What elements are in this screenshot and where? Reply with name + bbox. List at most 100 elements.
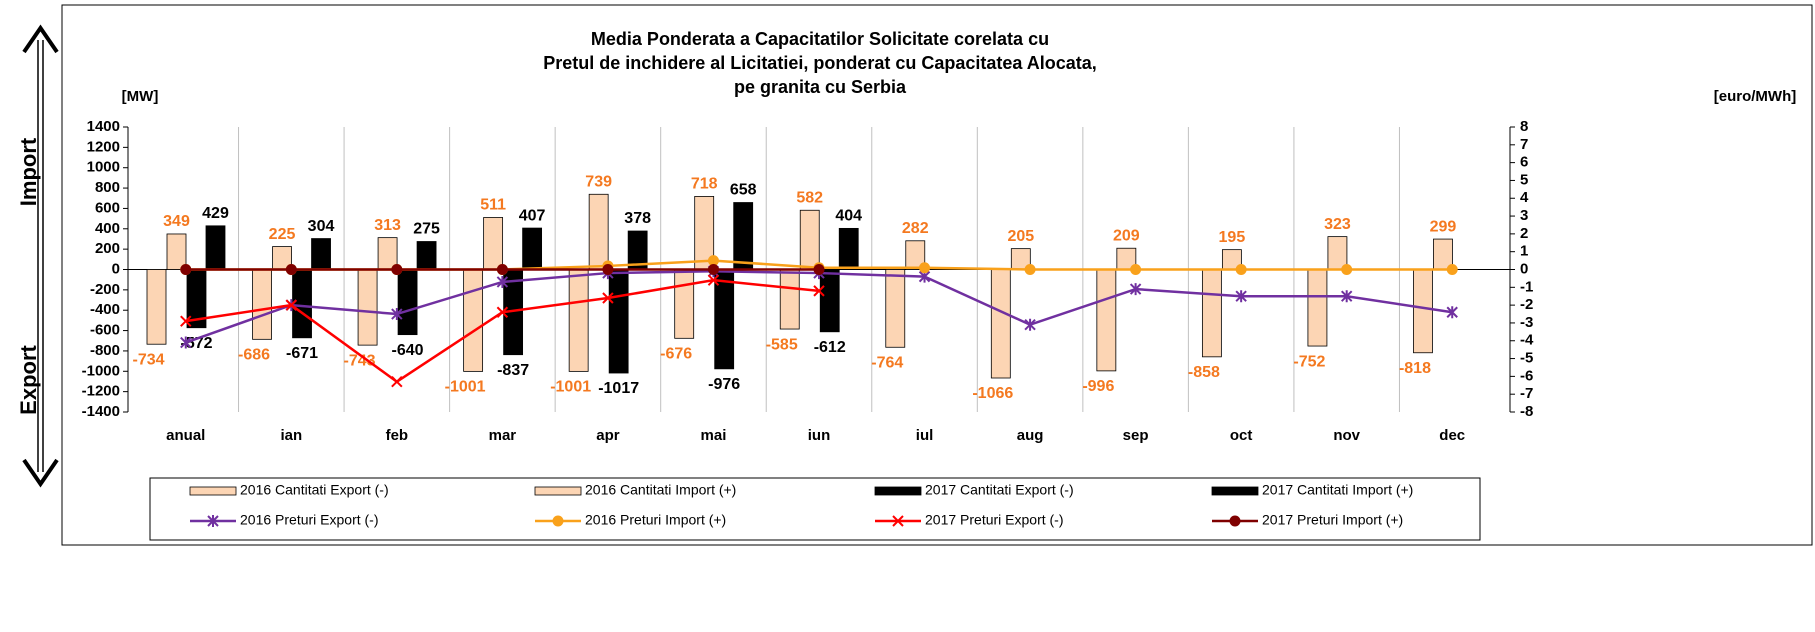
bar xyxy=(292,269,312,339)
line-marker xyxy=(813,264,825,275)
data-label: -837 xyxy=(497,362,529,379)
x-tick-label: feb xyxy=(386,427,409,444)
line-marker xyxy=(180,336,192,349)
bar xyxy=(733,202,754,270)
data-label: -686 xyxy=(238,347,270,364)
line-marker xyxy=(285,264,297,275)
y2-tick-label: -6 xyxy=(1520,367,1533,384)
bar xyxy=(205,225,226,270)
data-label: 739 xyxy=(585,173,612,190)
legend-label: 2017 Preturi Import (+) xyxy=(1262,512,1403,528)
x-tick-label: oct xyxy=(1230,427,1253,444)
data-label: -1066 xyxy=(972,385,1013,402)
y2-tick-label: 5 xyxy=(1520,171,1528,188)
y-tick-label: 200 xyxy=(95,240,120,257)
data-label: -671 xyxy=(286,345,318,362)
y2-tick-label: 1 xyxy=(1520,243,1528,260)
data-label: -612 xyxy=(814,339,846,356)
line-marker xyxy=(707,264,719,275)
data-label: 658 xyxy=(730,182,757,199)
bar xyxy=(1201,269,1222,358)
y2-axis-label: [euro/MWh] xyxy=(1714,88,1796,105)
data-label: -818 xyxy=(1399,360,1431,377)
y-tick-label: -1400 xyxy=(82,403,120,420)
chart-title: Pretul de inchidere al Licitatiei, ponde… xyxy=(543,53,1097,73)
data-label: -743 xyxy=(344,352,376,369)
data-label: 582 xyxy=(796,189,823,206)
line-marker xyxy=(1235,290,1247,303)
y-tick-label: 0 xyxy=(112,260,120,277)
bar xyxy=(568,269,589,372)
data-label: -1001 xyxy=(445,379,486,396)
x-tick-label: mai xyxy=(701,427,727,444)
y-tick-label: 800 xyxy=(95,179,120,196)
line-marker xyxy=(180,315,192,327)
x-tick-label: dec xyxy=(1439,427,1465,444)
bar xyxy=(779,269,800,330)
line-marker xyxy=(1130,264,1142,275)
bar xyxy=(357,269,378,346)
y-tick-label: -400 xyxy=(90,301,120,318)
data-label: 323 xyxy=(1324,216,1351,233)
data-label: -976 xyxy=(708,376,740,393)
line-marker xyxy=(892,515,904,527)
chart-title: Media Ponderata a Capacitatilor Solicita… xyxy=(591,29,1049,49)
y2-tick-label: 0 xyxy=(1520,260,1528,277)
line-marker xyxy=(552,515,564,527)
line-marker xyxy=(1024,318,1036,331)
legend-label: 2016 Preturi Import (+) xyxy=(585,512,726,528)
line-marker xyxy=(707,274,720,286)
data-label: 404 xyxy=(835,208,862,225)
x-tick-label: aug xyxy=(1017,427,1044,444)
data-label: 299 xyxy=(1430,218,1457,235)
x-tick-label: nov xyxy=(1333,427,1360,444)
data-label: -734 xyxy=(132,351,164,368)
bar xyxy=(252,269,272,340)
legend-swatch xyxy=(534,486,582,496)
data-label: 511 xyxy=(480,197,506,214)
y2-tick-label: 2 xyxy=(1520,225,1528,242)
y2-tick-label: -8 xyxy=(1520,403,1533,420)
y-tick-label: -1000 xyxy=(82,362,120,379)
legend-label: 2016 Cantitati Import (+) xyxy=(585,482,736,498)
x-tick-label: mar xyxy=(489,427,517,444)
line-marker xyxy=(391,308,403,321)
bar xyxy=(905,240,926,270)
legend-label: 2016 Preturi Export (-) xyxy=(240,512,379,528)
line-marker xyxy=(496,264,508,275)
x-tick-label: apr xyxy=(596,427,620,444)
y-axis-label: [MW] xyxy=(122,88,159,105)
bar xyxy=(885,269,906,348)
line-marker xyxy=(1446,264,1458,275)
bar xyxy=(463,269,484,372)
data-label: 225 xyxy=(269,226,296,243)
y-tick-label: -200 xyxy=(90,281,120,298)
data-label: 429 xyxy=(202,205,229,222)
bar xyxy=(838,227,859,270)
data-label: 378 xyxy=(624,210,651,227)
x-tick-label: sep xyxy=(1123,427,1149,444)
chart-title: pe granita cu Serbia xyxy=(734,77,907,97)
line-marker xyxy=(602,264,614,275)
legend-swatch xyxy=(189,486,237,496)
y-tick-label: 600 xyxy=(95,199,120,216)
data-label: 195 xyxy=(1219,229,1246,246)
data-label: 282 xyxy=(902,220,929,237)
y-tick-label: -800 xyxy=(90,342,120,359)
data-label: -996 xyxy=(1082,378,1114,395)
line-marker xyxy=(496,275,509,288)
line-marker xyxy=(1024,264,1036,275)
data-label: 349 xyxy=(163,213,190,230)
y2-tick-label: -4 xyxy=(1520,332,1534,349)
line-marker xyxy=(1341,264,1353,275)
bar xyxy=(311,238,331,270)
line-marker xyxy=(496,306,509,318)
line-marker xyxy=(1446,306,1458,319)
y2-tick-label: 4 xyxy=(1520,189,1529,206)
data-label: 304 xyxy=(308,218,335,235)
data-label: -764 xyxy=(871,354,903,371)
y2-tick-label: 3 xyxy=(1520,207,1528,224)
bar xyxy=(588,193,609,270)
line-marker xyxy=(602,292,614,304)
bar xyxy=(166,233,187,270)
